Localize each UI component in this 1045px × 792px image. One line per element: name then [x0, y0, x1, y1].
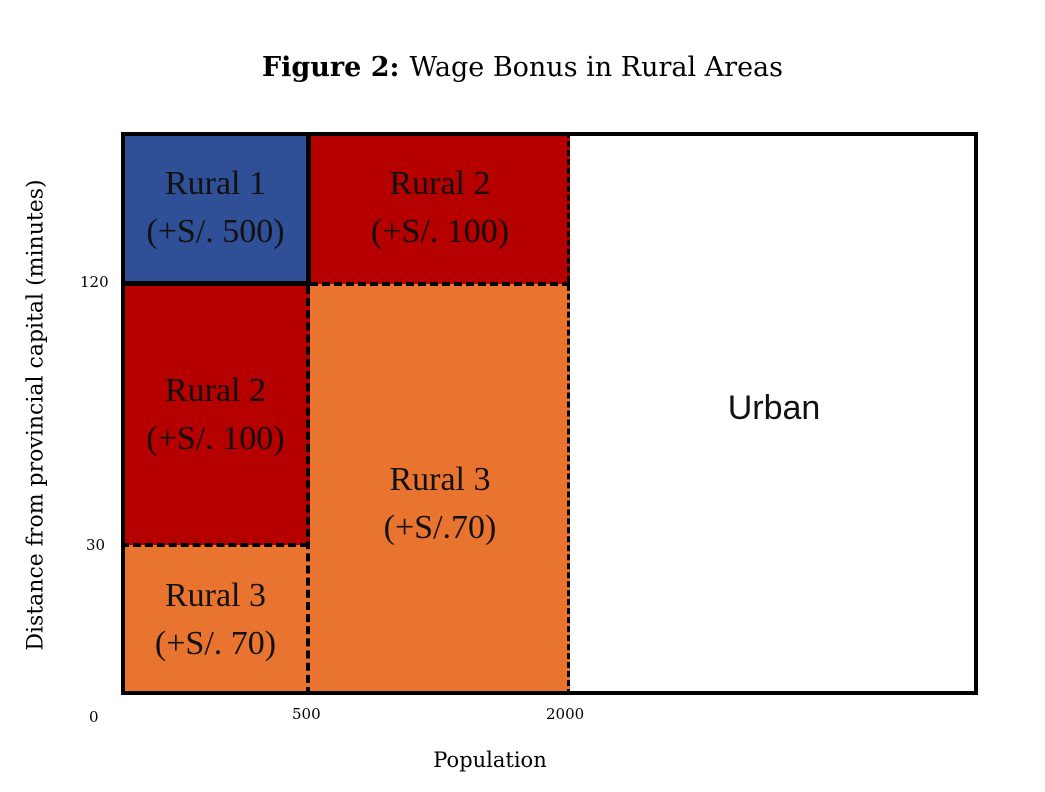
- figure-title: Figure 2: Wage Bonus in Rural Areas: [0, 52, 1045, 83]
- y-tick-30: 30: [86, 536, 106, 554]
- rural1-bottom-border: [121, 281, 310, 286]
- threshold-500-dashed-line: [306, 286, 310, 695]
- x-tick-2000: 2000: [546, 705, 585, 723]
- threshold-120-dashed-line: [310, 282, 570, 286]
- region-name: Urban: [727, 389, 821, 427]
- region-rural2-top: Rural 2 (+S/. 100): [310, 132, 570, 284]
- region-name: Rural 3: [164, 577, 267, 614]
- x-tick-0: 0: [89, 708, 99, 726]
- region-name: Rural 2: [164, 371, 267, 409]
- y-axis-label: Distance from provincial capital (minute…: [23, 179, 49, 651]
- region-rural1-top: Rural 1 (+S/. 500): [121, 132, 310, 284]
- region-rural2-mid: Rural 2 (+S/. 100): [121, 284, 310, 545]
- rural1-right-border: [306, 132, 311, 286]
- region-name: Rural 1: [164, 165, 267, 202]
- region-bonus: (+S/.70): [383, 508, 497, 546]
- threshold-2000-dashed-line: [567, 132, 570, 695]
- region-urban: Urban: [570, 132, 978, 695]
- region-name: Rural 3: [389, 460, 491, 498]
- x-axis-label: Population: [433, 748, 547, 772]
- region-rural3-bottom: Rural 3 (+S/. 70): [121, 545, 310, 695]
- region-bonus: (+S/. 100): [370, 213, 510, 250]
- region-rural3-center: Rural 3 (+S/.70): [310, 284, 570, 695]
- threshold-30-dashed-line: [121, 543, 308, 547]
- region-bonus: (+S/. 500): [146, 213, 285, 250]
- figure-number: Figure 2:: [261, 52, 400, 83]
- region-bonus: (+S/. 100): [146, 419, 285, 457]
- region-bonus: (+S/. 70): [154, 625, 277, 662]
- region-name: Rural 2: [389, 165, 491, 202]
- y-tick-120: 120: [80, 273, 109, 291]
- figure-caption: Wage Bonus in Rural Areas: [409, 52, 784, 83]
- x-tick-500: 500: [292, 705, 321, 723]
